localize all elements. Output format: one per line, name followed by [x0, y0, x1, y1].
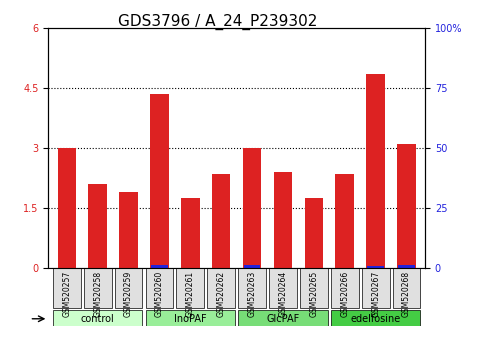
Bar — [243, 148, 261, 268]
FancyBboxPatch shape — [145, 309, 235, 326]
Bar — [274, 172, 292, 268]
Bar — [212, 174, 230, 268]
FancyBboxPatch shape — [84, 268, 112, 308]
Text: GlcPAF: GlcPAF — [266, 314, 299, 324]
Bar — [244, 265, 260, 268]
Bar — [305, 198, 323, 268]
FancyBboxPatch shape — [53, 268, 81, 308]
Text: GSM520262: GSM520262 — [217, 271, 226, 317]
Bar — [398, 265, 415, 268]
Bar — [397, 144, 416, 268]
Text: GSM520265: GSM520265 — [310, 271, 318, 317]
Text: GSM520260: GSM520260 — [155, 271, 164, 317]
Text: GSM520258: GSM520258 — [93, 271, 102, 317]
Text: GSM520267: GSM520267 — [371, 271, 380, 317]
FancyBboxPatch shape — [238, 268, 266, 308]
FancyBboxPatch shape — [53, 309, 142, 326]
FancyBboxPatch shape — [269, 268, 297, 308]
Text: GSM520263: GSM520263 — [248, 271, 256, 317]
Text: control: control — [81, 314, 114, 324]
FancyBboxPatch shape — [238, 309, 328, 326]
Text: GSM520268: GSM520268 — [402, 271, 411, 317]
Bar — [57, 148, 76, 268]
Bar — [181, 198, 199, 268]
Bar — [88, 184, 107, 268]
Text: InoPAF: InoPAF — [174, 314, 207, 324]
FancyBboxPatch shape — [207, 268, 235, 308]
FancyBboxPatch shape — [331, 309, 420, 326]
Bar — [367, 74, 385, 268]
Text: GSM520257: GSM520257 — [62, 271, 71, 317]
Bar — [336, 174, 354, 268]
Bar — [119, 192, 138, 268]
Text: GSM520261: GSM520261 — [186, 271, 195, 317]
Text: GSM520266: GSM520266 — [340, 271, 349, 317]
FancyBboxPatch shape — [331, 268, 359, 308]
Text: GSM520264: GSM520264 — [279, 271, 287, 317]
Text: GDS3796 / A_24_P239302: GDS3796 / A_24_P239302 — [118, 14, 317, 30]
Text: edelfosine: edelfosine — [351, 314, 401, 324]
FancyBboxPatch shape — [362, 268, 389, 308]
Bar — [367, 266, 384, 268]
FancyBboxPatch shape — [145, 268, 173, 308]
FancyBboxPatch shape — [176, 268, 204, 308]
Bar — [150, 94, 169, 268]
FancyBboxPatch shape — [393, 268, 420, 308]
FancyBboxPatch shape — [300, 268, 328, 308]
Bar — [151, 265, 168, 268]
FancyBboxPatch shape — [114, 268, 142, 308]
Text: GSM520259: GSM520259 — [124, 271, 133, 317]
